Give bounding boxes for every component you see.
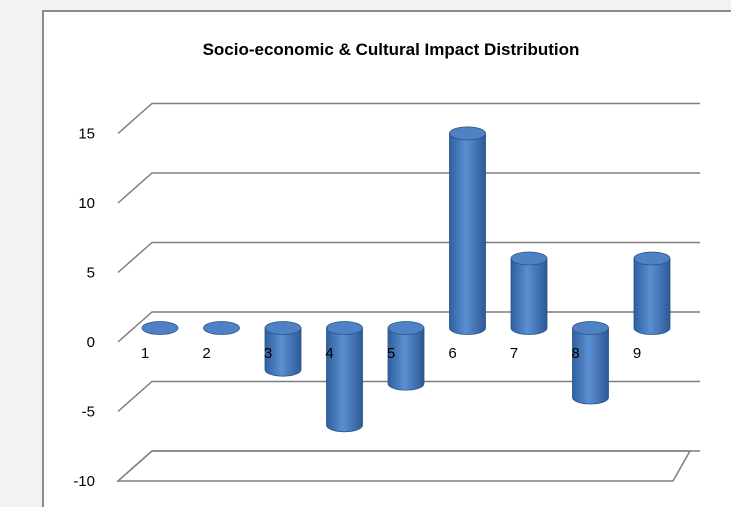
bar-layer xyxy=(141,126,671,433)
bar-7 xyxy=(510,251,548,335)
gridline xyxy=(117,241,700,274)
gridline xyxy=(117,380,700,413)
bar-4 xyxy=(326,321,363,433)
bar-body xyxy=(449,133,486,335)
bar-body xyxy=(264,327,302,377)
bar-8 xyxy=(572,321,609,405)
gridline xyxy=(117,172,700,204)
chart-floor xyxy=(116,450,692,482)
bar-1 xyxy=(141,321,179,335)
bar-cap xyxy=(572,321,609,335)
y-tick-label: 15 xyxy=(78,126,95,143)
bar-6 xyxy=(449,126,486,335)
bar-cap xyxy=(326,321,363,335)
bar-5 xyxy=(387,321,425,391)
bar-cap xyxy=(141,321,179,335)
x-category-label: 8 xyxy=(571,345,579,362)
x-category-label: 6 xyxy=(448,345,456,362)
bar-3 xyxy=(264,321,302,377)
y-tick-label: -10 xyxy=(73,473,95,490)
bar-cap xyxy=(203,321,240,335)
bar-cap xyxy=(633,251,671,266)
x-category-label: 7 xyxy=(510,345,518,362)
y-tick-label: 0 xyxy=(87,334,95,351)
bar-body xyxy=(572,327,609,405)
x-category-label: 3 xyxy=(264,345,272,362)
bar-cap xyxy=(449,126,486,141)
gridline xyxy=(117,102,700,135)
bar-body xyxy=(510,258,548,335)
bar-cap xyxy=(387,321,425,335)
chart-frame xyxy=(42,10,731,507)
y-tick-label: -5 xyxy=(82,404,95,421)
gridline xyxy=(117,450,700,482)
chart-title: Socio-economic & Cultural Impact Distrib… xyxy=(203,40,580,59)
x-category-label: 2 xyxy=(202,345,210,362)
bar-cap xyxy=(510,251,548,266)
bar-body xyxy=(633,258,671,335)
bar-cap xyxy=(264,321,302,335)
bar-body xyxy=(387,327,425,391)
bar-body xyxy=(326,327,363,433)
y-tick-label: 10 xyxy=(78,195,95,212)
y-tick-label: 5 xyxy=(87,265,95,282)
bar-2 xyxy=(203,321,240,335)
bar-9 xyxy=(633,251,671,335)
x-category-label: 1 xyxy=(141,345,149,362)
y-tick-labels: 15 10 5 0 -5 -10 xyxy=(73,126,95,491)
x-category-label: 4 xyxy=(325,345,333,362)
x-category-label: 5 xyxy=(387,345,395,362)
x-category-label: 9 xyxy=(633,345,641,362)
x-category-labels: 1 2 3 4 5 6 7 8 9 xyxy=(141,345,641,362)
grid-layer xyxy=(116,102,700,482)
